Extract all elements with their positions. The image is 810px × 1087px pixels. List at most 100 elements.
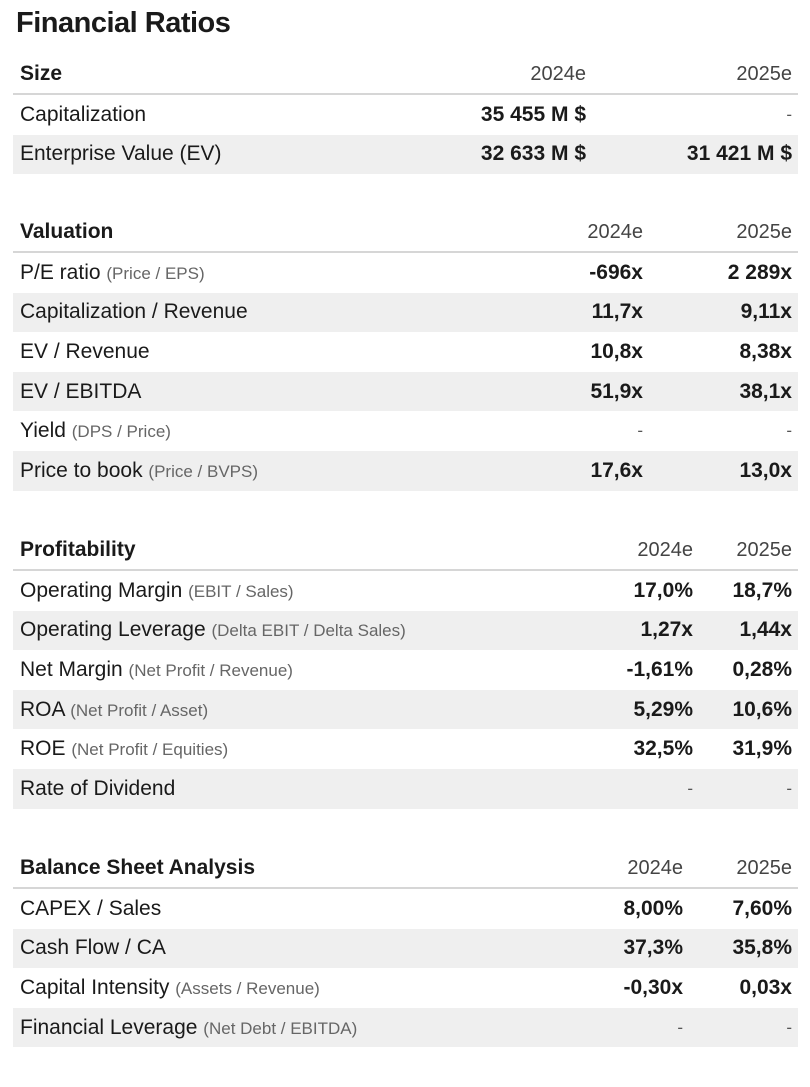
table-row: Net Margin (Net Profit / Revenue) -1,61%… [13,650,798,690]
value-2024: -0,30x [623,975,683,999]
col-2025-header: 2025e [736,220,792,243]
col-2024-header: 2024e [530,62,586,85]
row-label: Yield [20,419,66,443]
row-label: Rate of Dividend [20,776,176,800]
col-2024-header: 2024e [637,538,693,561]
value-2024: 37,3% [623,936,683,960]
row-label: P/E ratio [20,260,101,284]
value-2024: 17,6x [590,458,643,482]
size-header: Size 2024e 2025e [13,55,798,95]
row-label: ROE [20,737,66,761]
size-heading: Size [20,62,63,85]
value-2025: 31,9% [732,737,792,761]
value-2024: 11,7x [591,300,643,324]
row-sublabel: (DPS / Price) [71,422,171,442]
row-label: Net Margin [20,657,123,681]
valuation-header: Valuation 2024e 2025e [13,213,798,253]
col-2025-header: 2025e [736,856,792,879]
value-2024: 10,8x [590,339,643,363]
valuation-heading: Valuation [20,220,114,243]
row-label: Capitalization [20,102,147,126]
table-row: P/E ratio (Price / EPS) -696x 2 289x [13,253,798,293]
table-row: Price to book (Price / BVPS) 17,6x 13,0x [13,450,798,491]
table-row: CAPEX / Sales 8,00% 7,60% [13,889,798,929]
table-row: Capitalization / Revenue 11,7x 9,11x [13,292,798,333]
value-2025: 38,1x [739,379,792,403]
row-label: ROA [20,697,65,721]
table-row: Yield (DPS / Price) - - [13,411,798,451]
page-title: Financial Ratios [16,7,231,39]
row-label: Cash Flow / CA [20,936,166,960]
balance-sheet-section: Balance Sheet Analysis 2024e 2025e CAPEX… [13,849,798,1048]
row-sublabel: (Net Profit / Equities) [71,740,229,760]
value-2025: 9,11x [740,300,792,324]
row-sublabel: (Price / BVPS) [148,461,259,481]
row-sublabel: (Price / EPS) [106,263,205,283]
row-label: Operating Leverage [20,618,206,642]
value-2025: 13,0x [739,458,792,482]
table-row: EV / Revenue 10,8x 8,38x [13,332,798,372]
value-2025: 31 421 M $ [686,142,792,166]
row-label: Price to book [20,458,143,482]
row-label: CAPEX / Sales [20,896,162,920]
profitability-section: Profitability 2024e 2025e Operating Marg… [13,531,798,809]
valuation-section: Valuation 2024e 2025e P/E ratio (Price /… [13,213,798,491]
value-2024: 17,0% [633,578,693,602]
value-2024: -696x [589,260,643,284]
value-2025: 0,03x [739,975,792,999]
col-2024-header: 2024e [627,856,683,879]
profitability-header: Profitability 2024e 2025e [13,531,798,571]
table-row: ROE (Net Profit / Equities) 32,5% 31,9% [13,729,798,769]
row-sublabel: (Net Debt / EBITDA) [203,1018,358,1038]
value-2025: 35,8% [732,936,792,960]
table-row: Capitalization 35 455 M $ - [13,95,798,135]
table-row: Capital Intensity (Assets / Revenue) -0,… [13,968,798,1008]
row-sublabel: (Net Profit / Asset) [70,700,209,720]
value-2025: 0,28% [732,657,792,681]
table-row: Enterprise Value (EV) 32 633 M $ 31 421 … [13,134,798,175]
row-sublabel: (Delta EBIT / Delta Sales) [211,621,406,641]
row-sublabel: (Assets / Revenue) [175,978,320,998]
value-2024: 8,00% [623,896,683,920]
balance-sheet-header: Balance Sheet Analysis 2024e 2025e [13,849,798,889]
value-2024: 1,27x [640,618,693,642]
value-2024: - [637,421,643,441]
row-label: Capital Intensity [20,975,170,999]
row-label: EV / EBITDA [20,379,142,403]
profitability-heading: Profitability [20,538,136,561]
value-2025: 10,6% [732,697,792,721]
table-row: EV / EBITDA 51,9x 38,1x [13,371,798,412]
row-sublabel: (EBIT / Sales) [188,581,294,601]
table-row: Financial Leverage (Net Debt / EBITDA) -… [13,1007,798,1048]
value-2025: - [786,421,792,441]
value-2024: - [677,1017,683,1037]
col-2025-header: 2025e [736,62,792,85]
value-2025: 18,7% [732,578,792,602]
value-2025: - [786,104,792,124]
row-label: Operating Margin [20,578,183,602]
value-2025: 7,60% [732,896,792,920]
balance-sheet-heading: Balance Sheet Analysis [20,856,255,879]
row-label: Enterprise Value (EV) [20,142,222,166]
row-label: Capitalization / Revenue [20,300,248,324]
row-label: Financial Leverage [20,1015,198,1039]
value-2025: - [786,778,792,798]
value-2024: 51,9x [590,379,643,403]
row-label: EV / Revenue [20,339,150,363]
table-row: ROA (Net Profit / Asset) 5,29% 10,6% [13,689,798,730]
value-2025: - [786,1017,792,1037]
value-2024: 35 455 M $ [480,102,586,126]
value-2025: 8,38x [739,339,792,363]
value-2025: 1,44x [739,618,792,642]
value-2025: 2 289x [727,260,792,284]
value-2024: -1,61% [626,657,693,681]
table-row: Operating Margin (EBIT / Sales) 17,0% 18… [13,571,798,611]
value-2024: 32,5% [633,737,693,761]
col-2025-header: 2025e [736,538,792,561]
table-row: Operating Leverage (Delta EBIT / Delta S… [13,610,798,651]
size-section: Size 2024e 2025e Capitalization 35 455 M… [13,55,798,175]
value-2024: 5,29% [633,697,693,721]
row-sublabel: (Net Profit / Revenue) [128,660,293,680]
value-2024: 32 633 M $ [480,142,586,166]
col-2024-header: 2024e [587,220,643,243]
